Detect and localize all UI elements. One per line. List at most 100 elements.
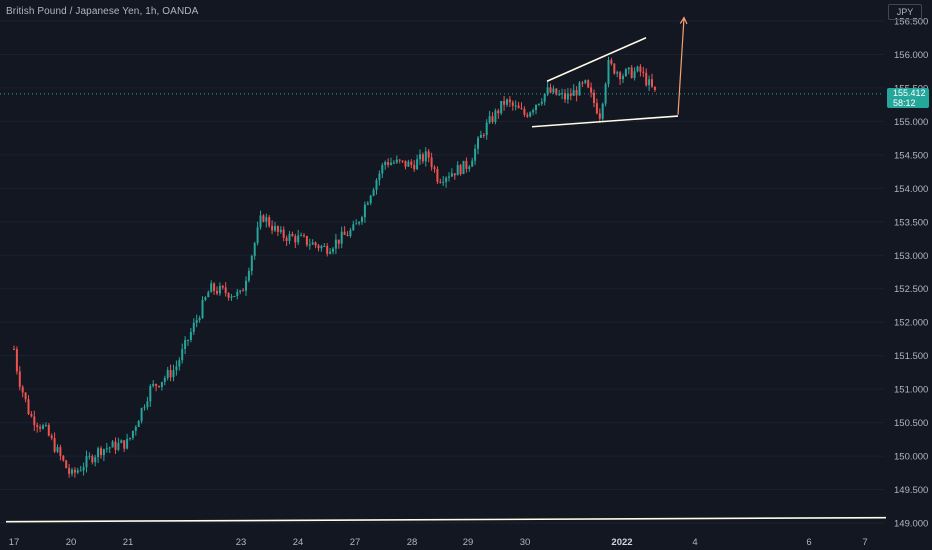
candle xyxy=(268,215,271,228)
candle xyxy=(479,130,482,138)
candle-body xyxy=(627,67,630,70)
candle-body xyxy=(123,440,126,449)
candle xyxy=(175,360,178,376)
candle xyxy=(390,157,392,166)
candle xyxy=(42,423,44,430)
candle-body xyxy=(404,160,407,167)
candle-body xyxy=(471,160,474,167)
currency-label[interactable]: JPY xyxy=(888,4,922,20)
candle-body xyxy=(207,292,210,298)
candle-body xyxy=(346,234,349,236)
candle xyxy=(311,239,314,245)
candle-body xyxy=(337,239,340,244)
candle-body xyxy=(279,229,282,232)
candle xyxy=(430,152,433,171)
candle xyxy=(398,159,401,164)
candle xyxy=(210,280,213,293)
candle xyxy=(27,395,30,416)
candle xyxy=(337,239,340,249)
candle xyxy=(256,221,259,246)
candle-body xyxy=(369,195,372,204)
y-tick-label: 151.000 xyxy=(894,385,928,396)
candle xyxy=(546,81,549,97)
candle xyxy=(140,407,143,424)
candle xyxy=(604,82,607,107)
candle xyxy=(613,63,616,75)
candle-body xyxy=(535,104,537,111)
candle-body xyxy=(97,448,100,458)
candle xyxy=(639,64,642,77)
candle xyxy=(366,201,369,206)
candle-body xyxy=(459,165,462,175)
y-tick-label: 152.000 xyxy=(894,318,928,329)
candle xyxy=(172,364,175,382)
candle xyxy=(160,381,163,391)
candle xyxy=(76,467,79,475)
candle xyxy=(627,67,630,75)
candle xyxy=(44,422,47,427)
candle-body xyxy=(245,280,247,291)
candle-body xyxy=(607,60,610,85)
candle-body xyxy=(259,215,262,228)
candle-body xyxy=(120,440,123,444)
candle-body xyxy=(129,437,131,439)
candle xyxy=(401,160,404,164)
candle-body xyxy=(511,102,514,106)
candle xyxy=(82,462,85,476)
candle xyxy=(123,440,126,452)
candle-body xyxy=(584,80,587,83)
candle-body xyxy=(242,290,245,292)
candle xyxy=(630,65,633,79)
candle xyxy=(358,221,361,226)
candle-body xyxy=(59,447,62,456)
candle xyxy=(100,446,102,459)
candle xyxy=(424,147,427,167)
candle-body xyxy=(282,229,285,238)
x-tick-label: 17 xyxy=(9,537,20,548)
candle xyxy=(97,446,100,463)
candle-body xyxy=(601,103,604,119)
candle xyxy=(279,226,282,234)
x-tick-label: 29 xyxy=(463,537,474,548)
candle xyxy=(271,220,274,235)
candle xyxy=(326,243,329,257)
candle xyxy=(224,282,227,297)
candle-body xyxy=(100,448,102,456)
candle-body xyxy=(218,285,221,294)
candle-body xyxy=(189,331,192,340)
candle xyxy=(622,73,624,84)
candle xyxy=(587,79,590,89)
candle xyxy=(526,112,529,118)
candle-body xyxy=(146,401,149,408)
candle-body xyxy=(163,377,166,382)
candle xyxy=(297,229,300,246)
y-tick-label: 155.000 xyxy=(894,117,928,128)
candle-body xyxy=(317,245,320,249)
candle xyxy=(152,380,155,388)
candle-body xyxy=(192,322,195,332)
candle-body xyxy=(250,255,253,271)
candle xyxy=(233,295,236,298)
candle-body xyxy=(648,79,651,86)
candle-body xyxy=(398,159,401,161)
candle xyxy=(129,437,131,441)
candle xyxy=(378,170,381,186)
candle-body xyxy=(178,360,181,367)
candle-body xyxy=(572,90,575,96)
candle xyxy=(114,437,117,455)
projection-arrow-shaft xyxy=(677,17,685,115)
candle-body xyxy=(239,290,242,292)
candle-body xyxy=(372,189,375,196)
candle-body xyxy=(24,392,27,400)
candle-body xyxy=(30,414,33,417)
candle xyxy=(392,160,395,165)
candle-body xyxy=(117,443,120,450)
candle-body xyxy=(160,381,163,387)
candle xyxy=(15,346,18,375)
candle-body xyxy=(392,162,395,164)
candle xyxy=(537,103,540,106)
candle-body xyxy=(537,103,540,105)
candle-body xyxy=(65,460,68,469)
